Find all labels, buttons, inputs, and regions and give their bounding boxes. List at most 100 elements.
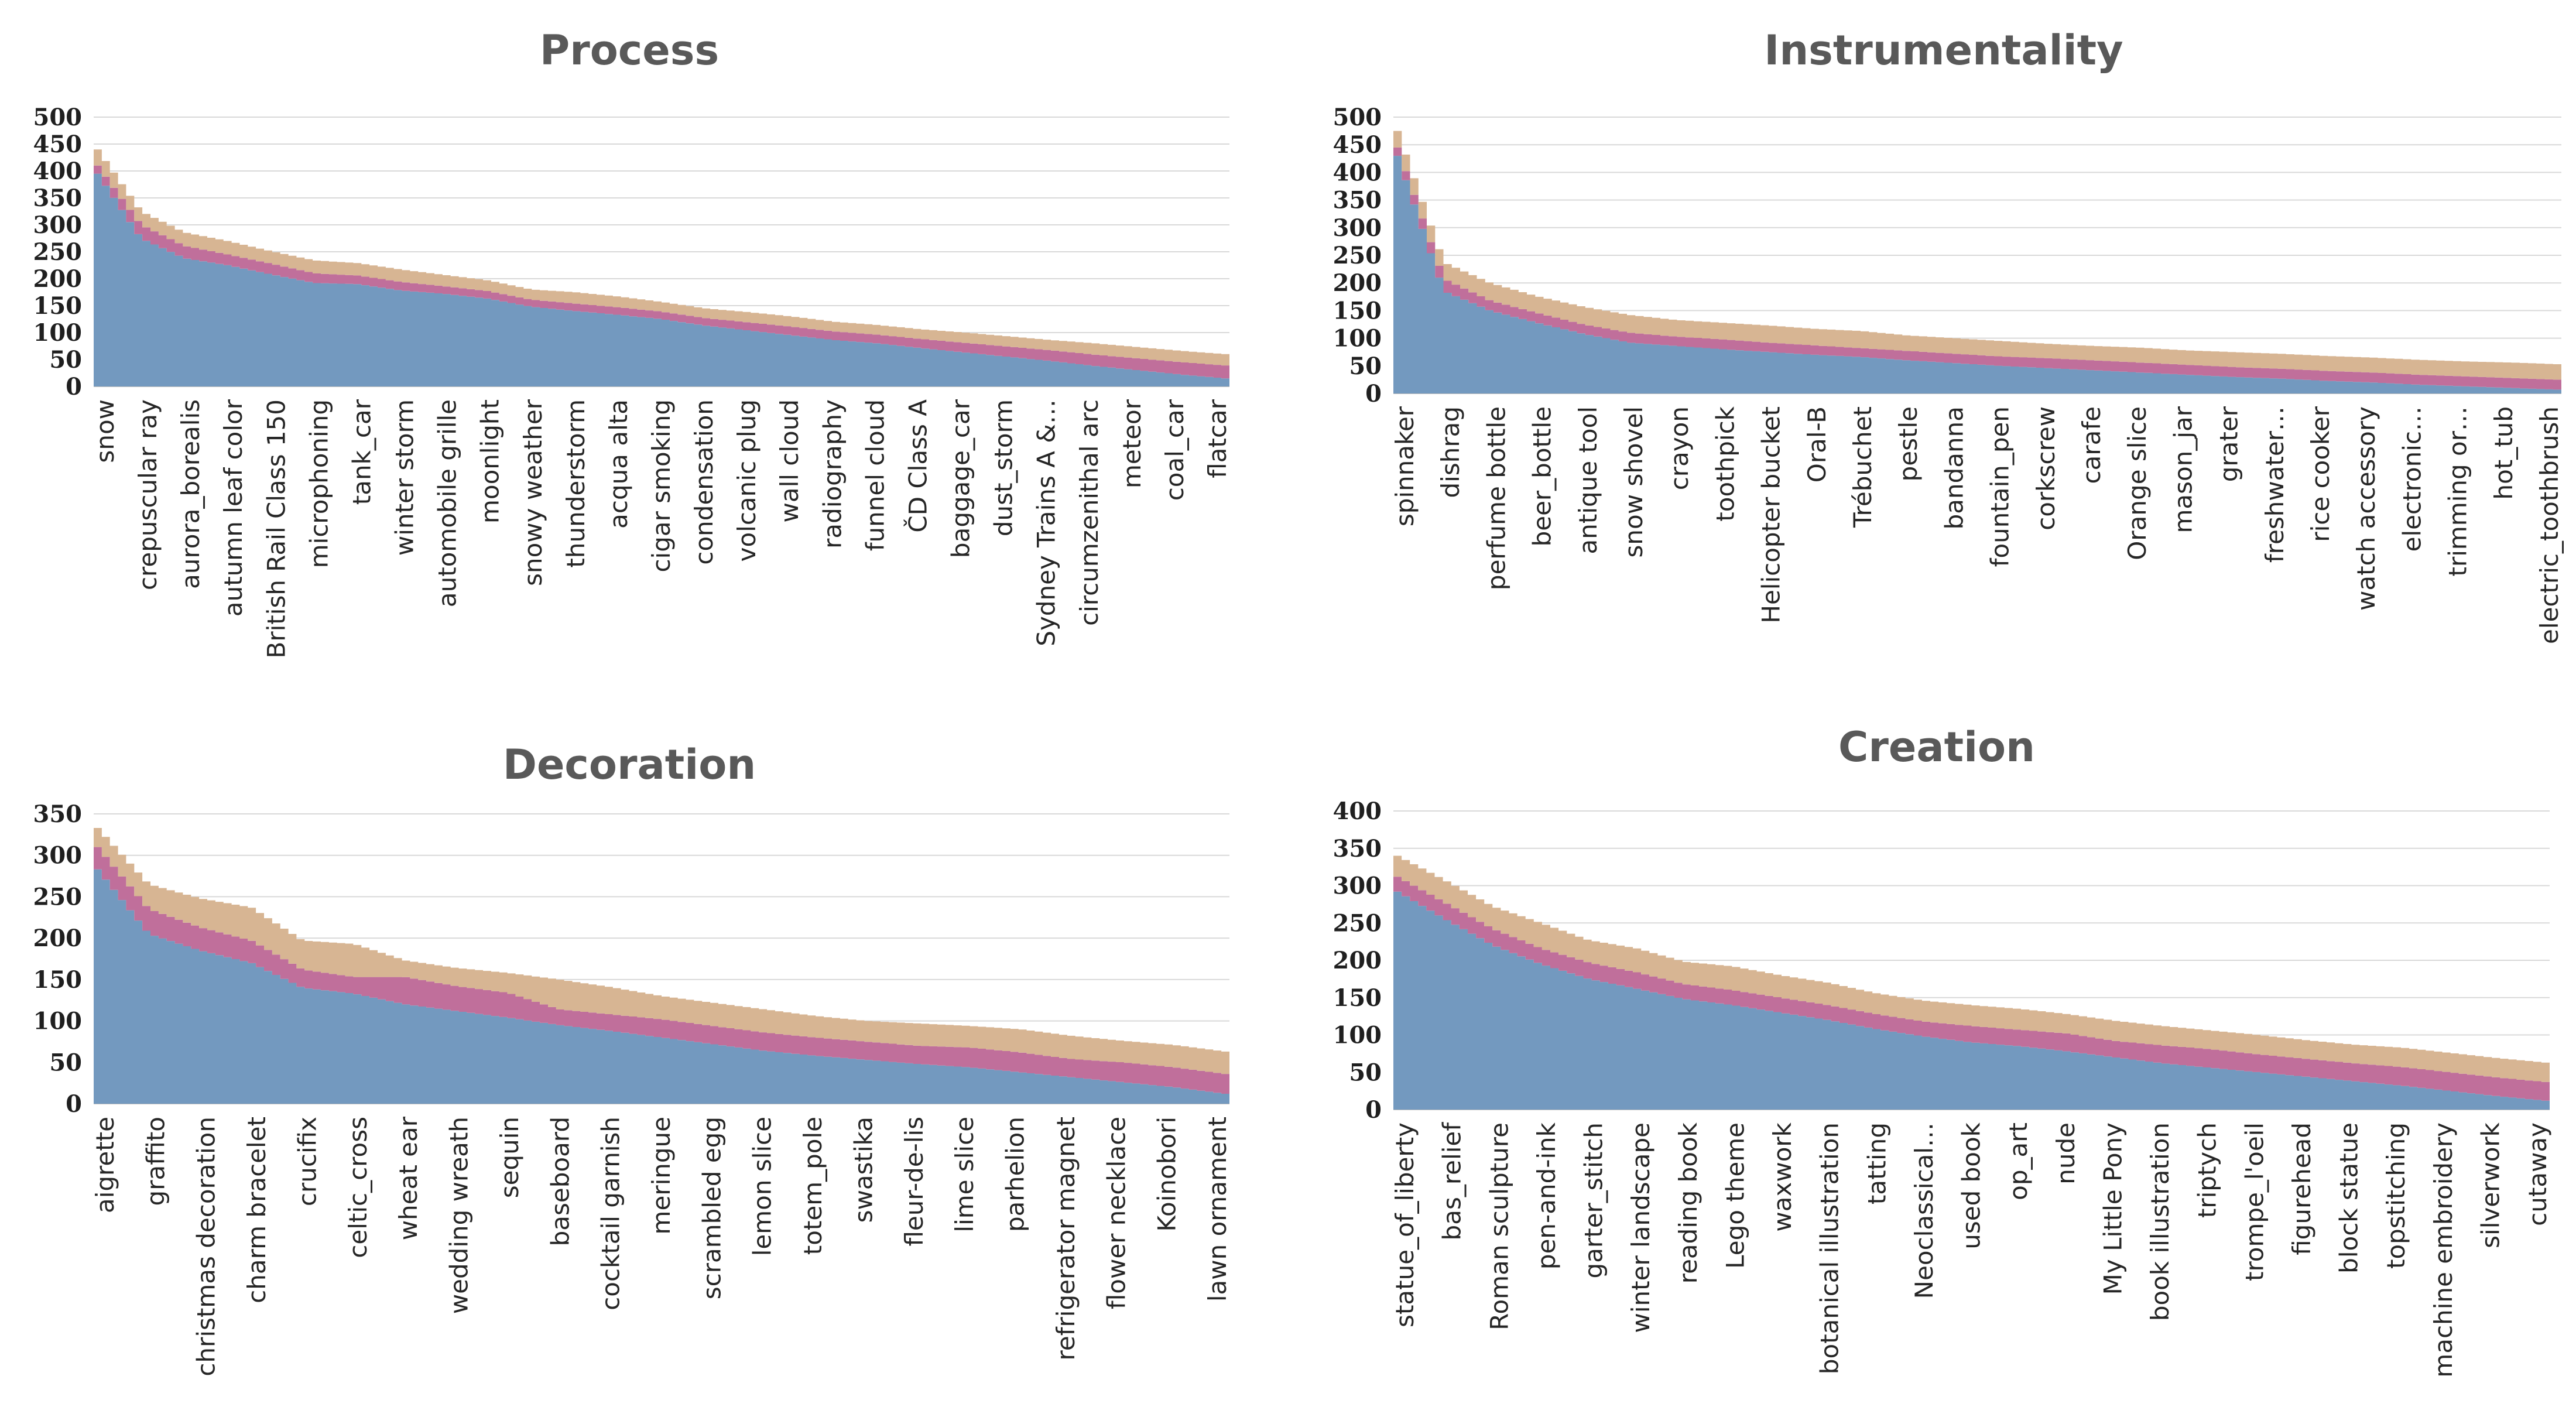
y-tick-label: 50 bbox=[49, 346, 82, 374]
y-tick-label: 500 bbox=[33, 104, 83, 131]
y-tick-label: 200 bbox=[1333, 947, 1382, 974]
x-tick-label: winter landscape bbox=[1626, 1122, 1655, 1333]
x-tick-label: crepuscular ray bbox=[133, 399, 162, 590]
x-tick-label: snow bbox=[91, 399, 119, 463]
y-tick-label: 250 bbox=[1333, 242, 1382, 269]
x-tick-label: wall cloud bbox=[775, 399, 804, 523]
stacked-areas bbox=[1393, 131, 2561, 393]
x-tick-label: statue_of_liberty bbox=[1390, 1122, 1419, 1327]
y-tick-label: 150 bbox=[1333, 984, 1382, 1012]
y-tick-label: 400 bbox=[1333, 159, 1382, 186]
x-tick-label: rice cooker bbox=[2306, 406, 2335, 542]
y-tick-label: 300 bbox=[33, 211, 83, 239]
y-tick-label: 0 bbox=[66, 373, 82, 401]
chart-title: Decoration bbox=[503, 741, 756, 789]
x-tick-label: baggage_car bbox=[947, 399, 975, 558]
x-tick-label: Oral-B bbox=[1803, 406, 1831, 482]
y-tick-label: 400 bbox=[33, 158, 83, 185]
x-tick-label: used book bbox=[1957, 1122, 1986, 1249]
x-tick-label: charm bracelet bbox=[242, 1117, 271, 1303]
x-tick-label: perfume bottle bbox=[1482, 406, 1510, 590]
x-tick-label: dishrag bbox=[1436, 406, 1465, 498]
x-tick-label: nude bbox=[2051, 1122, 2080, 1185]
x-tick-label: christmas decoration bbox=[192, 1117, 221, 1377]
x-tick-label: book illustration bbox=[2146, 1122, 2174, 1321]
x-tick-label: flower necklace bbox=[1102, 1117, 1131, 1309]
x-tick-label: hot_tub bbox=[2489, 406, 2518, 500]
y-tick-label: 100 bbox=[33, 1008, 83, 1035]
x-tick-label: refrigerator magnet bbox=[1051, 1117, 1080, 1360]
x-axis: spinnaker dishrag perfume bottle beer_bottl… bbox=[1390, 406, 2564, 644]
x-tick-label: sequin bbox=[495, 1117, 524, 1198]
x-tick-label: acqua alta bbox=[604, 399, 633, 529]
x-tick-label: meringue bbox=[647, 1117, 676, 1234]
x-tick-label: garter_stitch bbox=[1580, 1122, 1608, 1278]
x-tick-label: tatting bbox=[1862, 1122, 1891, 1204]
y-tick-label: 0 bbox=[66, 1090, 82, 1118]
x-axis: aigrette graffito christmas decoration char… bbox=[91, 1116, 1232, 1376]
x-tick-label: trimming or… bbox=[2444, 406, 2472, 577]
x-tick-label: electric_toothbrush bbox=[2535, 406, 2564, 644]
x-tick-label: trompe_l'oeil bbox=[2240, 1122, 2269, 1281]
x-tick-label: thunderstorm bbox=[561, 399, 590, 568]
y-tick-label: 350 bbox=[1333, 187, 1382, 214]
area-series-top bbox=[1393, 855, 2550, 1082]
chart-instrumentality: Instrumentality 050100150200250300350400… bbox=[1333, 26, 2564, 644]
x-tick-label: microphoning bbox=[304, 399, 333, 568]
x-tick-label: cocktail garnish bbox=[597, 1117, 625, 1310]
stacked-areas bbox=[94, 828, 1229, 1104]
x-tick-label: winter storm bbox=[390, 399, 419, 556]
area-series-bottom bbox=[1393, 156, 2561, 393]
chart-creation: Creation 0 50 100 150 200 250 300 350 400 statue… bbox=[1333, 723, 2553, 1378]
x-tick-label: pen-and-ink bbox=[1532, 1122, 1561, 1269]
y-tick-label: 450 bbox=[33, 131, 83, 158]
x-tick-label: totem_pole bbox=[799, 1117, 827, 1255]
x-tick-label: electronic… bbox=[2397, 406, 2426, 552]
x-tick-label: autumn leaf color bbox=[219, 399, 248, 617]
x-tick-label: aurora_borealis bbox=[176, 399, 205, 589]
y-tick-label: 50 bbox=[1349, 352, 1382, 380]
x-tick-label: automobile grille bbox=[433, 399, 462, 607]
x-tick-label: baseboard bbox=[546, 1117, 574, 1246]
x-tick-label: snow shovel bbox=[1619, 406, 1648, 557]
x-axis: statue_of_liberty bas_relief Roman sculptu… bbox=[1390, 1122, 2552, 1378]
x-tick-label: swastika bbox=[849, 1117, 878, 1223]
y-tick-label: 350 bbox=[1333, 835, 1382, 862]
x-tick-label: wedding wreath bbox=[445, 1117, 474, 1314]
x-tick-label: bandanna bbox=[1940, 406, 1968, 529]
x-tick-label: Helicopter bucket bbox=[1757, 406, 1786, 624]
x-tick-label: lawn ornament bbox=[1203, 1117, 1232, 1302]
x-tick-label: fountain_pen bbox=[1986, 406, 2015, 567]
x-tick-label: machine embroidery bbox=[2429, 1122, 2458, 1378]
x-tick-label: beer_bottle bbox=[1528, 406, 1557, 546]
chart-title: Process bbox=[540, 26, 719, 74]
y-tick-label: 150 bbox=[33, 966, 83, 994]
x-tick-label: circumzenithal arc bbox=[1075, 399, 1104, 626]
x-tick-label: dust_storm bbox=[989, 399, 1018, 536]
x-tick-label: Koinobori bbox=[1153, 1117, 1181, 1231]
x-tick-label: snowy weather bbox=[519, 399, 547, 586]
area-series-middle bbox=[94, 165, 1229, 379]
y-tick-label: 100 bbox=[33, 319, 83, 347]
x-tick-label: carafe bbox=[2077, 406, 2106, 484]
x-tick-label: op_art bbox=[2004, 1122, 2033, 1200]
y-axis: 0 50 100 150 200 250 300 350 bbox=[33, 800, 83, 1118]
y-tick-label: 400 bbox=[1333, 798, 1382, 825]
y-tick-label: 350 bbox=[33, 184, 83, 212]
x-tick-label: ČD Class A bbox=[903, 399, 933, 533]
x-tick-label: toothpick bbox=[1711, 406, 1739, 521]
y-tick-label: 100 bbox=[1333, 325, 1382, 352]
y-tick-label: 350 bbox=[33, 800, 83, 828]
y-tick-label: 150 bbox=[33, 292, 83, 320]
x-tick-label: scrambled egg bbox=[697, 1117, 726, 1299]
x-tick-label: flatcar bbox=[1203, 399, 1232, 478]
x-tick-label: figurehead bbox=[2287, 1122, 2316, 1255]
y-tick-label: 300 bbox=[1333, 214, 1382, 242]
x-tick-label: freshwater… bbox=[2260, 406, 2289, 563]
x-tick-label: aigrette bbox=[91, 1117, 119, 1213]
y-tick-label: 50 bbox=[1349, 1059, 1382, 1086]
x-tick-label: mason_jar bbox=[2169, 406, 2197, 533]
